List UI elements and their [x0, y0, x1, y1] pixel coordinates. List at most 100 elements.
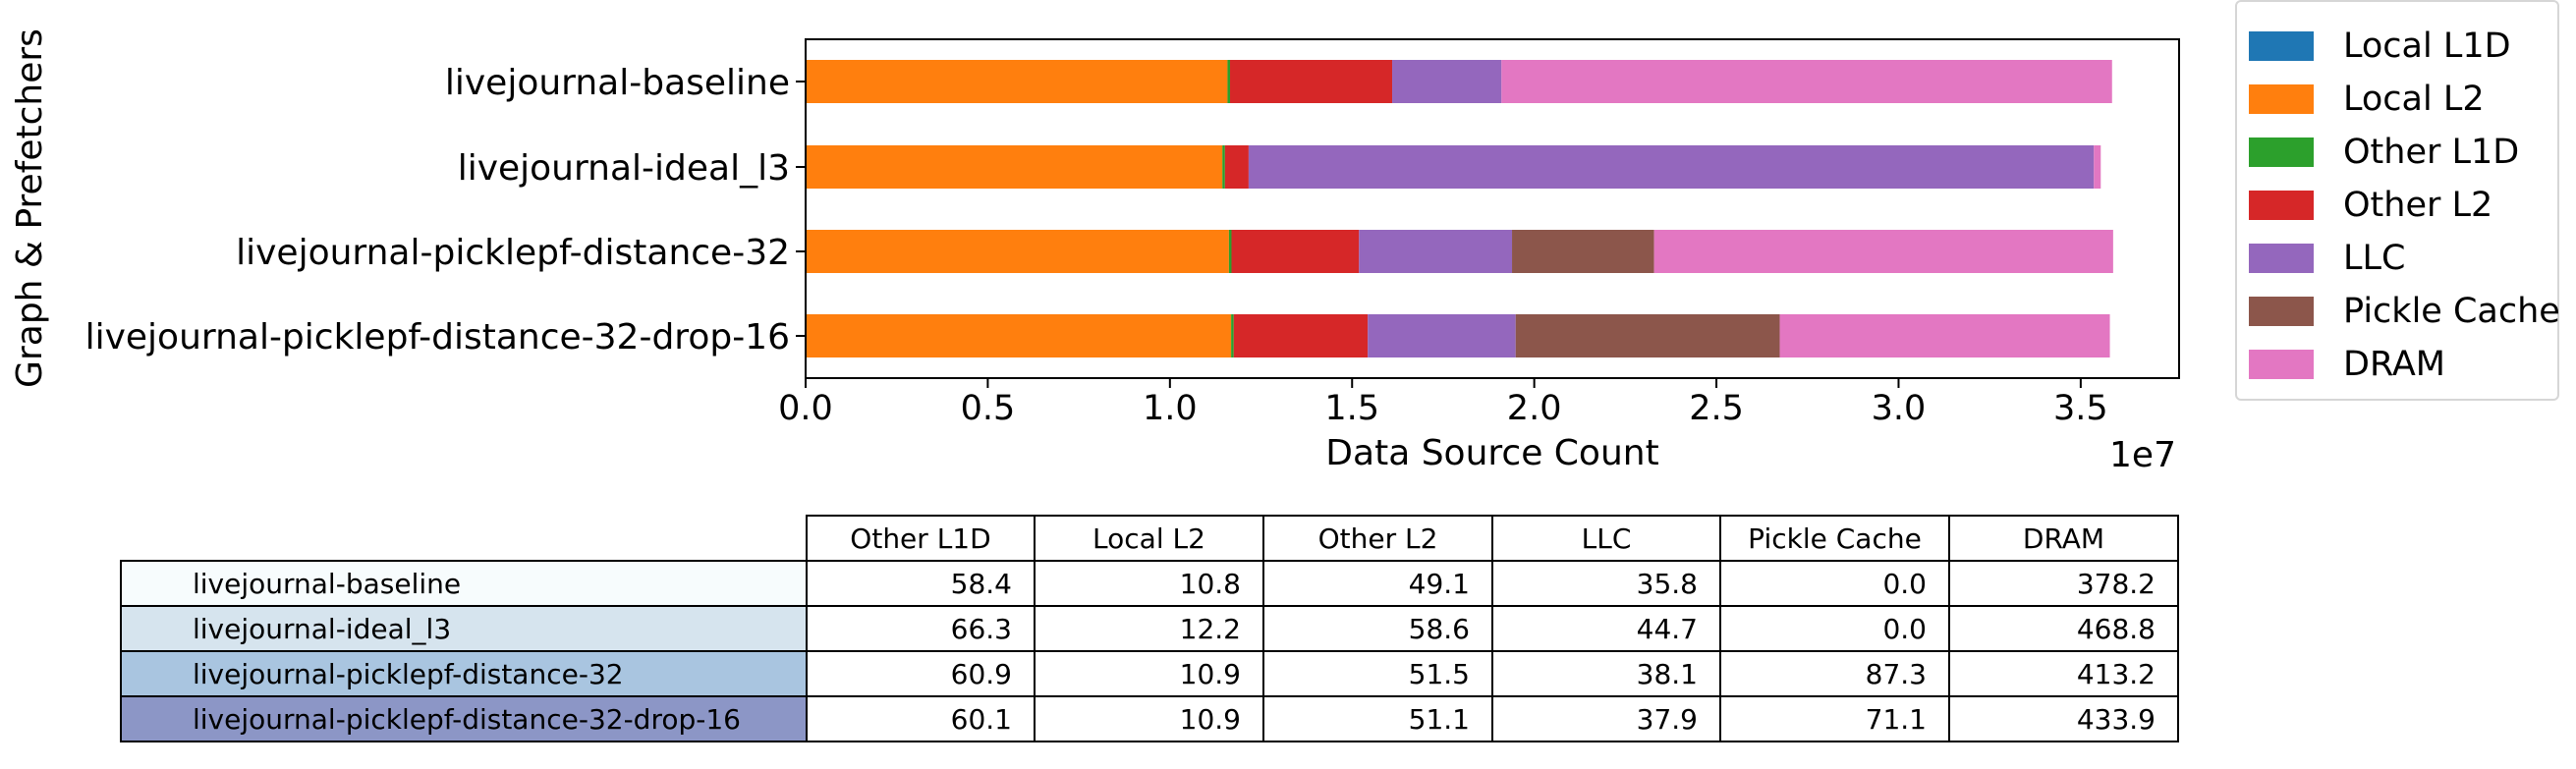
x-tick-label: 3.5: [2053, 389, 2108, 428]
x-tick-label: 2.5: [1689, 389, 1744, 428]
table-cell: 10.9: [1034, 695, 1264, 742]
legend-label: LLC: [2343, 239, 2406, 278]
table-cell: 60.9: [806, 650, 1036, 697]
table-header-row: Other L1D Local L2 Other L2 LLC Pickle Cache…: [121, 515, 2179, 562]
table-cell: 71.1: [1719, 695, 1950, 742]
legend-item: Pickle Cache: [2249, 285, 2560, 338]
bar-segment: [806, 60, 1228, 103]
bar-segment: [1231, 314, 1234, 357]
table-cell: 37.9: [1491, 695, 1721, 742]
y-category-labels: livejournal-baseline livejournal-ideal_l3…: [85, 63, 806, 357]
table-row: livejournal-picklepf-distance-32-drop-16…: [120, 695, 2179, 742]
table-cell: 468.8: [1948, 605, 2179, 652]
y-axis-label: Graph & Prefetchers: [10, 28, 50, 388]
legend-item: Other L2: [2249, 179, 2492, 232]
data-table: Other L1D Local L2 Other L2 LLC Pickle Cache…: [120, 515, 2179, 742]
legend-item: Other L1D: [2249, 126, 2519, 179]
legend-label: Local L2: [2343, 80, 2485, 119]
legend-swatch: [2249, 137, 2314, 167]
table-cell: 44.7: [1491, 605, 1721, 652]
legend-item: Local L2: [2249, 73, 2485, 126]
x-tick-label: 1.0: [1143, 389, 1198, 428]
table-cell: 38.1: [1491, 650, 1721, 697]
y-category-label: livejournal-picklepf-distance-32: [236, 233, 790, 273]
x-offset-text: 1e7: [2109, 435, 2176, 475]
table-column-header: DRAM: [1948, 515, 2179, 562]
legend-swatch: [2249, 31, 2314, 61]
y-category-label: livejournal-baseline: [445, 63, 790, 103]
legend: Local L1D Local L2 Other L1D Other L2 LLC Pic…: [2235, 0, 2560, 401]
legend-label: Pickle Cache: [2343, 292, 2560, 331]
table-column-header: LLC: [1491, 515, 1721, 562]
x-tick-label: 0.5: [961, 389, 1016, 428]
bar-segment: [1224, 145, 1249, 189]
legend-label: Other L1D: [2343, 133, 2520, 172]
legend-swatch: [2249, 84, 2314, 114]
table-row-header: livejournal-picklepf-distance-32: [120, 650, 808, 697]
bar-segment: [1515, 314, 1780, 357]
legend-swatch: [2249, 350, 2314, 379]
table-corner: [121, 516, 808, 562]
x-tick-label: 0.0: [778, 389, 833, 428]
table-cell: 413.2: [1948, 650, 2179, 697]
table-cell: 378.2: [1948, 560, 2179, 607]
table-cell: 12.2: [1034, 605, 1264, 652]
legend-swatch: [2249, 297, 2314, 326]
bar-segment: [1231, 230, 1360, 273]
x-tick-label: 3.0: [1872, 389, 1927, 428]
table-cell: 87.3: [1719, 650, 1950, 697]
table-cell: 66.3: [806, 605, 1036, 652]
bar-segment: [1227, 60, 1231, 103]
y-category-label: livejournal-picklepf-distance-32-drop-16: [85, 317, 790, 357]
table-cell: 10.8: [1034, 560, 1264, 607]
x-tick-label: 2.0: [1507, 389, 1562, 428]
table-row: livejournal-ideal_l3 66.3 12.2 58.6 44.7 0.0 4…: [120, 605, 2179, 652]
bar-segment: [1230, 60, 1393, 103]
bar-segment: [1233, 314, 1369, 357]
x-axis-label: Data Source Count: [1325, 433, 1658, 473]
bar-segment: [1501, 60, 2112, 103]
table-column-header: Pickle Cache: [1719, 515, 1950, 562]
bar-segment: [1222, 145, 1225, 189]
legend-label: DRAM: [2343, 345, 2445, 384]
legend-swatch: [2249, 244, 2314, 273]
bars-layer: [806, 60, 2113, 357]
table-cell: 58.6: [1262, 605, 1493, 652]
table-cell: 433.9: [1948, 695, 2179, 742]
legend-item: DRAM: [2249, 338, 2445, 391]
table-cell: 49.1: [1262, 560, 1493, 607]
bar-segment: [1359, 230, 1513, 273]
bar-segment: [1228, 230, 1232, 273]
bar-segment: [1653, 230, 2113, 273]
table-row: livejournal-baseline 58.4 10.8 49.1 35.8 0.0 3…: [120, 560, 2179, 607]
table-column-header: Local L2: [1034, 515, 1264, 562]
y-category-label: livejournal-ideal_l3: [458, 148, 790, 189]
legend-label: Other L2: [2343, 186, 2493, 225]
table-cell: 35.8: [1491, 560, 1721, 607]
bar-segment: [1248, 145, 2095, 189]
bar-segment: [806, 145, 1223, 189]
table-row: livejournal-picklepf-distance-32 60.9 10.9…: [120, 650, 2179, 697]
bar-segment: [806, 314, 1232, 357]
bar-segment: [2094, 145, 2101, 189]
bar-segment: [806, 230, 1229, 273]
legend-item: LLC: [2249, 232, 2405, 285]
bar-segment: [1779, 314, 2110, 357]
bar-segment: [1368, 314, 1516, 357]
table-cell: 0.0: [1719, 560, 1950, 607]
legend-swatch: [2249, 191, 2314, 220]
table-cell: 51.1: [1262, 695, 1493, 742]
table-cell: 60.1: [806, 695, 1036, 742]
table-row-header: livejournal-ideal_l3: [120, 605, 808, 652]
table-column-header: Other L1D: [806, 515, 1036, 562]
legend-label: Local L1D: [2343, 27, 2511, 66]
table-row-header: livejournal-baseline: [120, 560, 808, 607]
table-row-header: livejournal-picklepf-distance-32-drop-16: [120, 695, 808, 742]
stacked-bar-chart: 0.0 0.5 1.0 1.5 2.0 2.5 3.0 3.5 livejournal-bas…: [10, 28, 2180, 475]
table-cell: 0.0: [1719, 605, 1950, 652]
legend-item: Local L1D: [2249, 20, 2511, 73]
table-cell: 51.5: [1262, 650, 1493, 697]
bar-segment: [1392, 60, 1502, 103]
bar-segment: [1512, 230, 1654, 273]
plot-frame: [805, 38, 2180, 379]
